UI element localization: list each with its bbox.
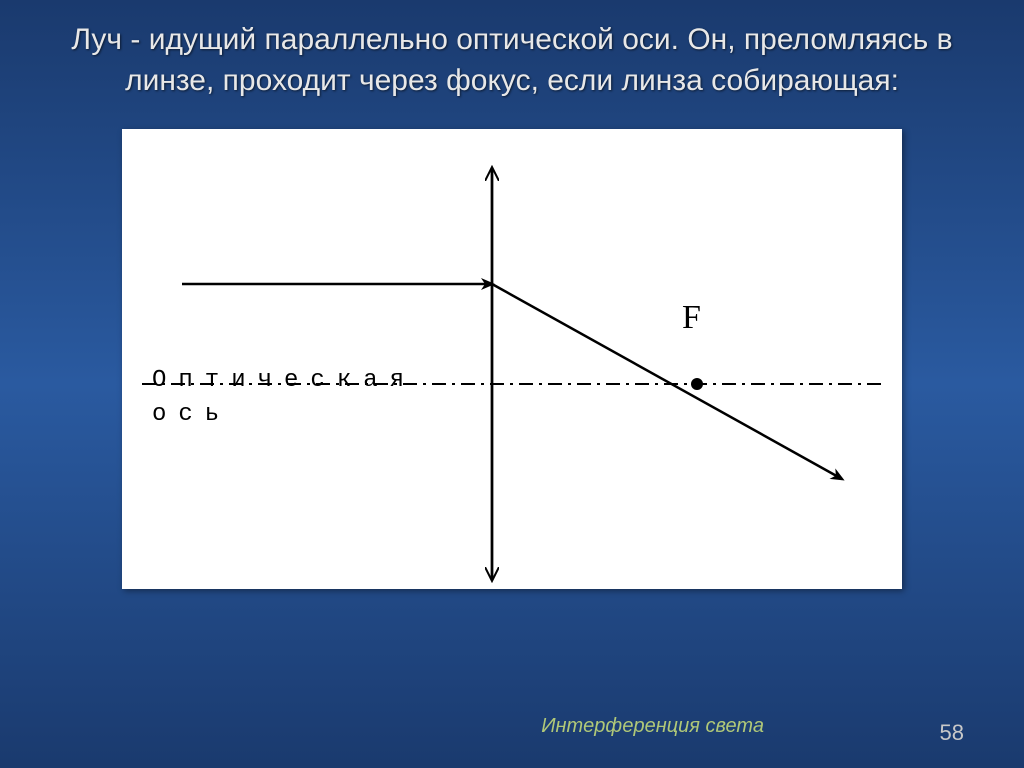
slide: Луч - идущий параллельно оптической оси.… bbox=[0, 0, 1024, 768]
focus-label: F bbox=[682, 299, 701, 337]
axis-label-line1: Оптическая bbox=[152, 367, 416, 394]
diagram-svg bbox=[122, 129, 902, 589]
page-number: 58 bbox=[940, 720, 964, 746]
focus-point bbox=[691, 378, 703, 390]
lens-diagram: Оптическая ось F bbox=[122, 129, 902, 589]
refracted-ray bbox=[492, 284, 842, 479]
slide-title: Луч - идущий параллельно оптической оси.… bbox=[0, 0, 1024, 111]
optical-axis-label: Оптическая ось bbox=[152, 364, 416, 431]
footer-text: Интерференция света bbox=[541, 715, 764, 738]
axis-label-line2: ось bbox=[152, 401, 231, 428]
